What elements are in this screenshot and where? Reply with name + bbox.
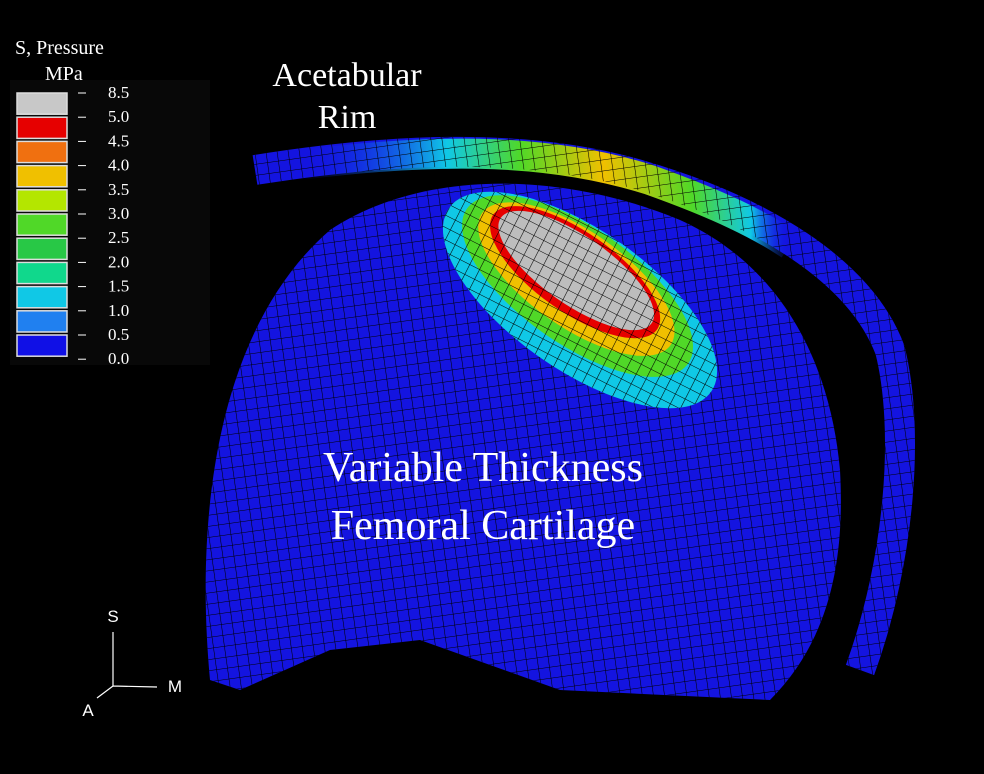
legend-swatch [16,140,68,164]
legend-label: 4.5 [108,131,129,150]
annotation: Acetabular [272,57,422,94]
legend: 8.5 5.0 4.5 4.0 3.5 3.0 2.5 2.0 1.5 1.0 0.5 0.0 [16,83,129,368]
legend-swatch [16,310,68,333]
legend-label: 0.5 [108,325,129,344]
legend-label: 1.0 [108,301,129,320]
contact-patch [442,191,718,409]
cartilage-label: Variable Thickness Femoral Cartilage [323,445,643,549]
triad-label: M [168,677,182,696]
legend-swatch [16,116,68,140]
axis-triad: S M A [82,607,182,720]
legend-label: 3.5 [108,180,129,199]
legend-label: 2.5 [108,228,129,247]
legend-swatch [16,261,68,285]
triad-label: A [82,701,94,720]
legend-label: 5.0 [108,107,129,126]
legend-swatch [16,164,68,188]
legend-label: 1.5 [108,277,129,296]
legend-swatch [16,92,68,115]
legend-label: 0.0 [108,349,129,368]
annotation: Femoral Cartilage [331,503,635,549]
legend-label: 4.0 [108,156,129,175]
annotation: Rim [318,99,377,136]
rim-label: Acetabular Rim [272,57,422,136]
legend-label: 3.0 [108,204,129,223]
legend-swatch [16,237,68,261]
legend-title: S, Pressure [15,37,104,59]
rim-mesh [252,136,915,676]
model [205,136,915,700]
legend-swatch [16,285,68,309]
legend-swatch [16,213,68,236]
legend-unit: MPa [45,63,83,85]
legend-swatch [16,189,68,212]
triad-label: S [107,607,118,626]
legend-swatch [16,334,68,357]
legend-label: 8.5 [108,83,129,102]
legend-label: 2.0 [108,252,129,271]
annotation: Variable Thickness [323,445,643,491]
